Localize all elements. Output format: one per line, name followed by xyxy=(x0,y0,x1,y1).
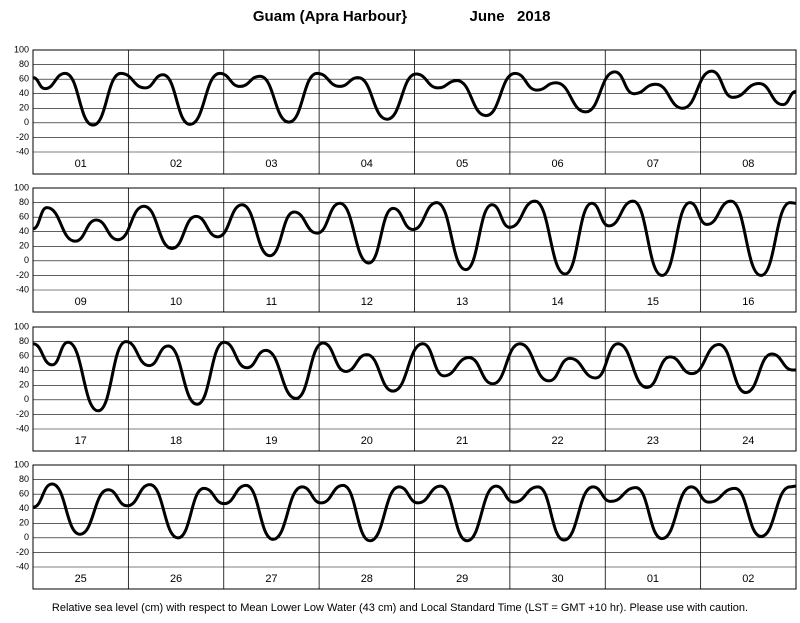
y-tick-label: -20 xyxy=(16,409,29,419)
x-tick-label: 08 xyxy=(742,158,754,170)
x-tick-label: 12 xyxy=(361,296,373,308)
x-tick-label: 17 xyxy=(75,435,87,447)
x-tick-label: 28 xyxy=(361,573,373,585)
y-tick-label: 0 xyxy=(24,117,29,127)
panel: -40 -20 0 20 40 60 80 100 01 02 03 04 05 06 07 08 xyxy=(14,44,797,175)
y-tick-label: -40 xyxy=(16,284,29,294)
y-tick-label: -40 xyxy=(16,423,29,433)
x-tick-label: 22 xyxy=(551,435,563,447)
panel-frame xyxy=(32,464,797,590)
tide-line xyxy=(33,340,796,413)
x-tick-label: 01 xyxy=(75,158,87,170)
y-tick-label: 60 xyxy=(19,351,29,361)
tide-line xyxy=(33,482,796,543)
panel-frame xyxy=(32,49,797,175)
x-tick-label: 06 xyxy=(551,158,563,170)
panel: -40 -20 0 20 40 60 80 100 25 26 27 28 29 30 01 02 xyxy=(14,459,797,590)
x-tick-label: 15 xyxy=(647,296,659,308)
x-tick-label: 04 xyxy=(361,158,373,170)
x-tick-label: 24 xyxy=(742,435,754,447)
y-tick-label: 20 xyxy=(19,518,29,528)
y-tick-label: 80 xyxy=(19,336,29,346)
x-tick-label: 29 xyxy=(456,573,468,585)
x-tick-label: 01 xyxy=(647,573,659,585)
x-tick-label: 30 xyxy=(551,573,563,585)
y-tick-label: -40 xyxy=(16,561,29,571)
chart-title: Guam (Apra Harbour} xyxy=(253,8,407,25)
y-tick-label: -20 xyxy=(16,132,29,142)
x-tick-label: 26 xyxy=(170,573,182,585)
panel-frame xyxy=(32,326,797,452)
x-tick-label: 09 xyxy=(75,296,87,308)
y-tick-label: 40 xyxy=(19,226,29,236)
x-tick-label: 25 xyxy=(75,573,87,585)
x-tick-label: 13 xyxy=(456,296,468,308)
y-tick-label: 100 xyxy=(14,459,29,469)
y-tick-label: -20 xyxy=(16,270,29,280)
y-tick-label: 60 xyxy=(19,212,29,222)
tide-line xyxy=(33,69,796,127)
y-tick-label: 100 xyxy=(14,182,29,192)
panel-frame xyxy=(32,187,797,313)
y-tick-label: 40 xyxy=(19,365,29,375)
y-tick-label: 80 xyxy=(19,197,29,207)
y-tick-label: 60 xyxy=(19,74,29,84)
y-tick-label: 20 xyxy=(19,380,29,390)
x-tick-label: 16 xyxy=(742,296,754,308)
y-tick-label: 0 xyxy=(24,532,29,542)
y-tick-label: 20 xyxy=(19,241,29,251)
y-tick-label: 0 xyxy=(24,394,29,404)
tide-line xyxy=(33,199,796,277)
x-tick-label: 11 xyxy=(266,296,277,308)
chart-date: June 2018 xyxy=(470,8,551,25)
y-tick-label: -20 xyxy=(16,547,29,557)
y-tick-label: 60 xyxy=(19,489,29,499)
y-tick-label: 80 xyxy=(19,59,29,69)
x-tick-label: 18 xyxy=(170,435,182,447)
x-tick-label: 02 xyxy=(742,573,754,585)
x-tick-label: 23 xyxy=(647,435,659,447)
footnote: Relative sea level (cm) with respect to … xyxy=(52,602,748,614)
x-tick-label: 05 xyxy=(456,158,468,170)
y-tick-label: 0 xyxy=(24,255,29,265)
x-tick-label: 10 xyxy=(170,296,182,308)
x-tick-label: 20 xyxy=(361,435,373,447)
x-tick-label: 19 xyxy=(265,435,277,447)
y-tick-label: -40 xyxy=(16,146,29,156)
y-tick-label: 40 xyxy=(19,503,29,513)
x-tick-label: 14 xyxy=(551,296,563,308)
x-tick-label: 21 xyxy=(456,435,468,447)
panel: -40 -20 0 20 40 60 80 100 17 18 19 20 21 22 23 24 xyxy=(14,321,797,452)
x-tick-label: 03 xyxy=(265,158,277,170)
y-tick-label: 20 xyxy=(19,103,29,113)
x-tick-label: 02 xyxy=(170,158,182,170)
y-tick-label: 100 xyxy=(14,44,29,54)
y-tick-label: 40 xyxy=(19,88,29,98)
y-tick-label: 100 xyxy=(14,321,29,331)
x-tick-label: 07 xyxy=(647,158,659,170)
y-tick-label: 80 xyxy=(19,474,29,484)
x-tick-label: 27 xyxy=(265,573,277,585)
panel: -40 -20 0 20 40 60 80 100 09 10 11 12 13 14 15 16 xyxy=(14,182,797,313)
